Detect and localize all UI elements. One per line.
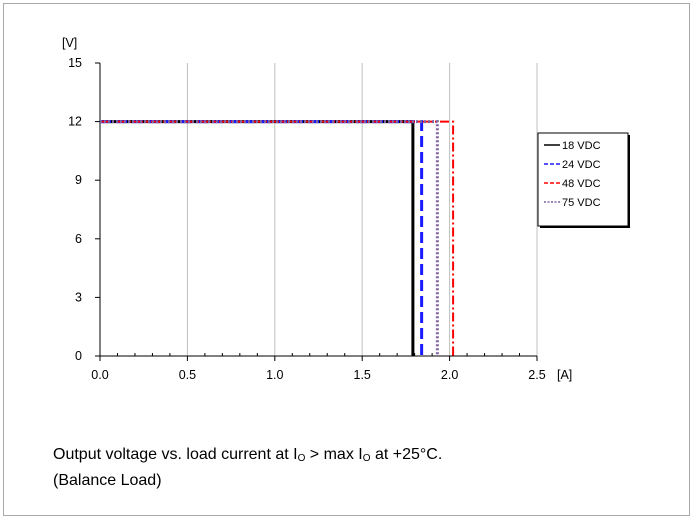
figure-caption: Output voltage vs. load current at IO > … (53, 444, 613, 492)
x-axis-label: [A] (557, 368, 572, 382)
x-tick-label: 0.0 (91, 368, 108, 382)
caption-line-2: (Balance Load) (53, 472, 162, 489)
legend-label: 18 VDC (562, 140, 601, 152)
y-tick-label: 15 (68, 56, 82, 70)
y-tick-label: 12 (68, 115, 82, 129)
legend-box (537, 132, 629, 227)
y-tick-label: 3 (75, 290, 82, 304)
x-tick-label: 1.0 (266, 368, 283, 382)
x-tick-label: 0.5 (179, 368, 196, 382)
caption-line-1: Output voltage vs. load current at IO > … (53, 446, 443, 464)
legend-label: 24 VDC (562, 159, 601, 171)
y-tick-label: 6 (75, 232, 82, 246)
figure-frame (3, 3, 690, 516)
series-line-18-vdc (100, 120, 415, 356)
y-axis-label: [V] (62, 36, 77, 50)
x-tick-label: 1.5 (354, 368, 371, 382)
x-tick-label: 2.0 (441, 368, 458, 382)
legend-label: 48 VDC (562, 178, 601, 190)
legend-label: 75 VDC (562, 197, 601, 209)
series-line-75-vdc (100, 120, 439, 356)
y-tick-label: 9 (75, 173, 82, 187)
y-tick-label: 0 (75, 349, 82, 363)
series-line-24-vdc (100, 120, 424, 356)
x-tick-label: 2.5 (528, 368, 545, 382)
series-line-48-vdc (100, 120, 455, 356)
